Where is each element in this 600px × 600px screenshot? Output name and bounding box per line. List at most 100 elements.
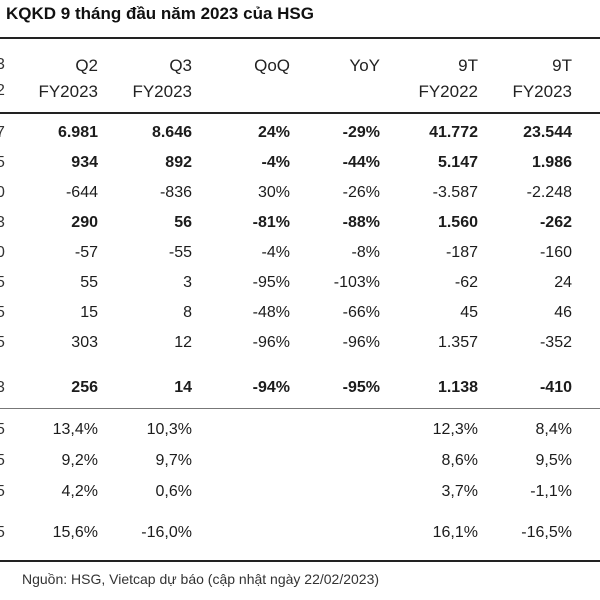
cropped-row-label: 7	[0, 124, 5, 141]
section-divider	[0, 408, 600, 409]
table-cell: -352	[539, 334, 572, 351]
table-cell: 41.772	[429, 124, 478, 141]
column-header-2-line2: FY2023	[132, 82, 192, 101]
cropped-row-label: 0	[0, 184, 5, 201]
table-cell: 13,4%	[52, 421, 98, 438]
table-cell: 12	[174, 334, 192, 351]
column-header-1-line1: Q2	[75, 56, 98, 75]
table-cell: -96%	[252, 334, 290, 351]
column-header-2-line1: Q3	[169, 56, 192, 75]
table-cell: -95%	[342, 379, 380, 396]
cropped-row-label: 3	[0, 214, 5, 231]
table-cell: 6.981	[57, 124, 98, 141]
table-cell: 1.986	[531, 154, 572, 171]
table-cell: 3,7%	[441, 483, 478, 500]
table-cell: -88%	[342, 214, 380, 231]
cropped-row-label: 2	[0, 82, 5, 99]
table-cell: 3	[183, 274, 192, 291]
table-cell: 55	[80, 274, 98, 291]
table-cell: 30%	[257, 184, 290, 201]
table-cell: 4,2%	[61, 483, 98, 500]
table-cell: -29%	[342, 124, 380, 141]
top-rule	[0, 37, 600, 39]
cropped-row-label: 5	[0, 334, 5, 351]
table-cell: -81%	[252, 214, 290, 231]
table-cell: 1.357	[437, 334, 478, 351]
table-cell: 15	[80, 304, 98, 321]
cropped-row-label: 5	[0, 274, 5, 291]
table-cell: 5.147	[437, 154, 478, 171]
cropped-row-label: 3	[0, 56, 5, 73]
table-cell: 892	[165, 154, 192, 171]
table-cell: -16,0%	[141, 524, 192, 541]
column-header-5-line2: FY2022	[418, 82, 478, 101]
table-cell: 24	[554, 274, 572, 291]
table-cell: 9,7%	[155, 452, 192, 469]
table-cell: 934	[71, 154, 98, 171]
table-cell: -44%	[342, 154, 380, 171]
table-cell: -48%	[252, 304, 290, 321]
table-cell: 15,6%	[52, 524, 98, 541]
column-header-1-line2: FY2023	[38, 82, 98, 101]
cropped-row-label: 5	[0, 421, 5, 438]
table-cell: -187	[445, 244, 478, 261]
header-rule	[0, 112, 600, 114]
table-cell: 256	[71, 379, 98, 396]
column-header-5-line1: 9T	[458, 56, 478, 75]
table-cell: 23.544	[523, 124, 572, 141]
table-cell: 290	[71, 214, 98, 231]
table-cell: -66%	[342, 304, 380, 321]
table-cell: -8%	[351, 244, 380, 261]
table-cell: 46	[554, 304, 572, 321]
table-cell: 24%	[257, 124, 290, 141]
table-cell: 12,3%	[432, 421, 478, 438]
table-cell: -644	[65, 184, 98, 201]
table-cell: -410	[539, 379, 572, 396]
column-header-3-line1: QoQ	[254, 56, 290, 75]
table-cell: 9,5%	[535, 452, 572, 469]
table-cell: -57	[74, 244, 98, 261]
table-cell: 10,3%	[146, 421, 192, 438]
cropped-row-label: 3	[0, 379, 5, 396]
table-title: KQKD 9 tháng đầu năm 2023 của HSG	[6, 4, 314, 23]
table-cell: 0,6%	[155, 483, 192, 500]
table-cell: 1.138	[437, 379, 478, 396]
cropped-row-label: 5	[0, 524, 5, 541]
table-cell: -836	[159, 184, 192, 201]
table-cell: 14	[174, 379, 192, 396]
column-header-4-line1: YoY	[349, 56, 380, 75]
table-cell: -262	[539, 214, 572, 231]
table-cell: -160	[539, 244, 572, 261]
table-cell: -62	[454, 274, 478, 291]
table-cell: -26%	[342, 184, 380, 201]
table-cell: 16,1%	[432, 524, 478, 541]
column-header-6-line2: FY2023	[512, 82, 572, 101]
table-cell: -4%	[261, 154, 290, 171]
table-cell: -2.248	[526, 184, 572, 201]
table-cell: -103%	[333, 274, 380, 291]
table-cell: 303	[71, 334, 98, 351]
table-cell: -4%	[261, 244, 290, 261]
table-cell: 9,2%	[61, 452, 98, 469]
table-cell: 8.646	[151, 124, 192, 141]
column-header-6-line1: 9T	[552, 56, 572, 75]
table-cell: 8,4%	[535, 421, 572, 438]
table-cell: -96%	[342, 334, 380, 351]
table-cell: 45	[460, 304, 478, 321]
cropped-row-label: 5	[0, 304, 5, 321]
bottom-rule	[0, 560, 600, 562]
table-cell: -95%	[252, 274, 290, 291]
table-cell: -3.587	[432, 184, 478, 201]
table-cell: 1.560	[437, 214, 478, 231]
table-cell: -1,1%	[530, 483, 572, 500]
table-cell: 8	[183, 304, 192, 321]
table-cell: 8,6%	[441, 452, 478, 469]
cropped-row-label: 5	[0, 154, 5, 171]
cropped-row-label: 5	[0, 483, 5, 500]
table-cell: -16,5%	[521, 524, 572, 541]
table-cell: 56	[174, 214, 192, 231]
table-cell: -94%	[252, 379, 290, 396]
table-cell: -55	[168, 244, 192, 261]
cropped-row-label: 0	[0, 244, 5, 261]
source-note: Nguồn: HSG, Vietcap dự báo (cập nhật ngà…	[22, 571, 380, 587]
